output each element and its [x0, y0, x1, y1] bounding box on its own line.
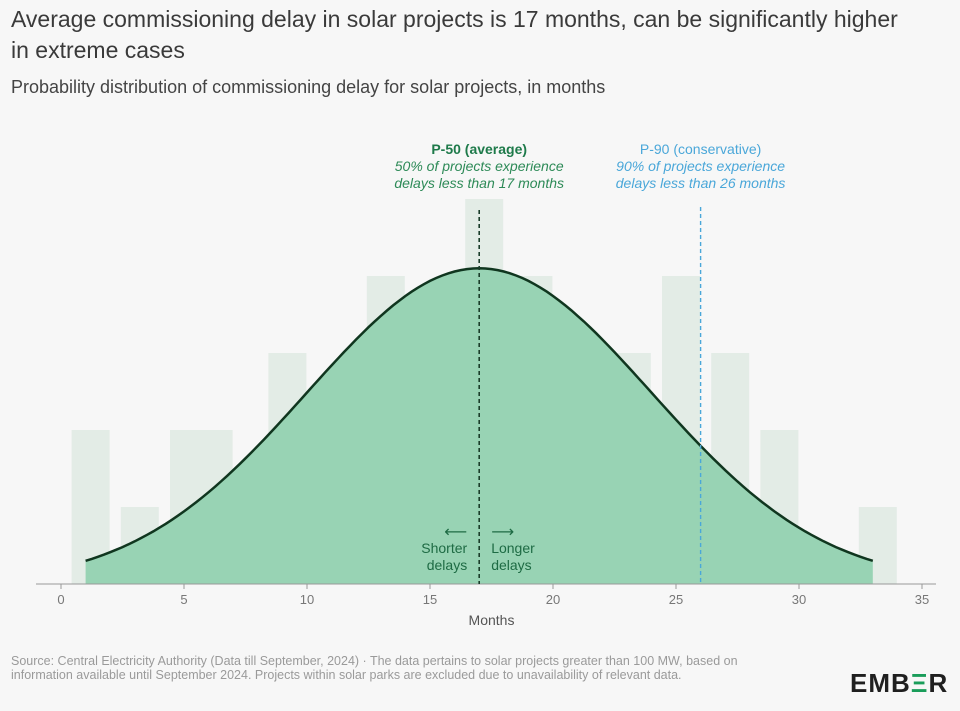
logo-text-end: R	[928, 668, 949, 698]
chart-area: 0 5 10 15 20 25 30 35 Months P-50 (average) 50%…	[36, 141, 936, 628]
chart-title: Average commissioning delay in solar pro…	[11, 6, 898, 63]
x-tick-label: 35	[915, 592, 929, 607]
right-arrow-icon: ⟶	[491, 522, 514, 541]
p90-label: P-90 (conservative)	[640, 141, 761, 157]
shorter-delays-label-line2: delays	[427, 557, 467, 573]
x-tick-label: 20	[546, 592, 560, 607]
x-tick-label: 10	[300, 592, 314, 607]
logo-text-start: EMB	[850, 668, 911, 698]
x-tick-label: 0	[57, 592, 64, 607]
x-tick-label: 30	[792, 592, 806, 607]
p50-label: P-50 (average)	[431, 141, 527, 157]
source-note: Source: Central Electricity Authority (D…	[11, 654, 738, 682]
shorter-delays-label-line1: Shorter	[421, 540, 467, 556]
p90-desc-line2: delays less than 26 months	[616, 175, 786, 191]
ember-logo: EMBΞR	[850, 668, 948, 699]
p50-desc-line1: 50% of projects experience	[395, 158, 564, 174]
longer-delays-label-line2: delays	[491, 557, 531, 573]
p90-desc-line1: 90% of projects experience	[616, 158, 785, 174]
logo-mark: Ξ	[910, 668, 929, 698]
left-arrow-icon: ⟵	[444, 522, 467, 541]
x-axis-label: Months	[469, 612, 515, 628]
chart-subtitle: Probability distribution of commissionin…	[11, 77, 606, 97]
x-tick-label: 15	[423, 592, 437, 607]
x-tick-label: 5	[180, 592, 187, 607]
longer-delays-label-line1: Longer	[491, 540, 535, 556]
p50-desc-line2: delays less than 17 months	[394, 175, 564, 191]
density-curve-area	[85, 268, 873, 584]
x-tick-label: 25	[669, 592, 683, 607]
